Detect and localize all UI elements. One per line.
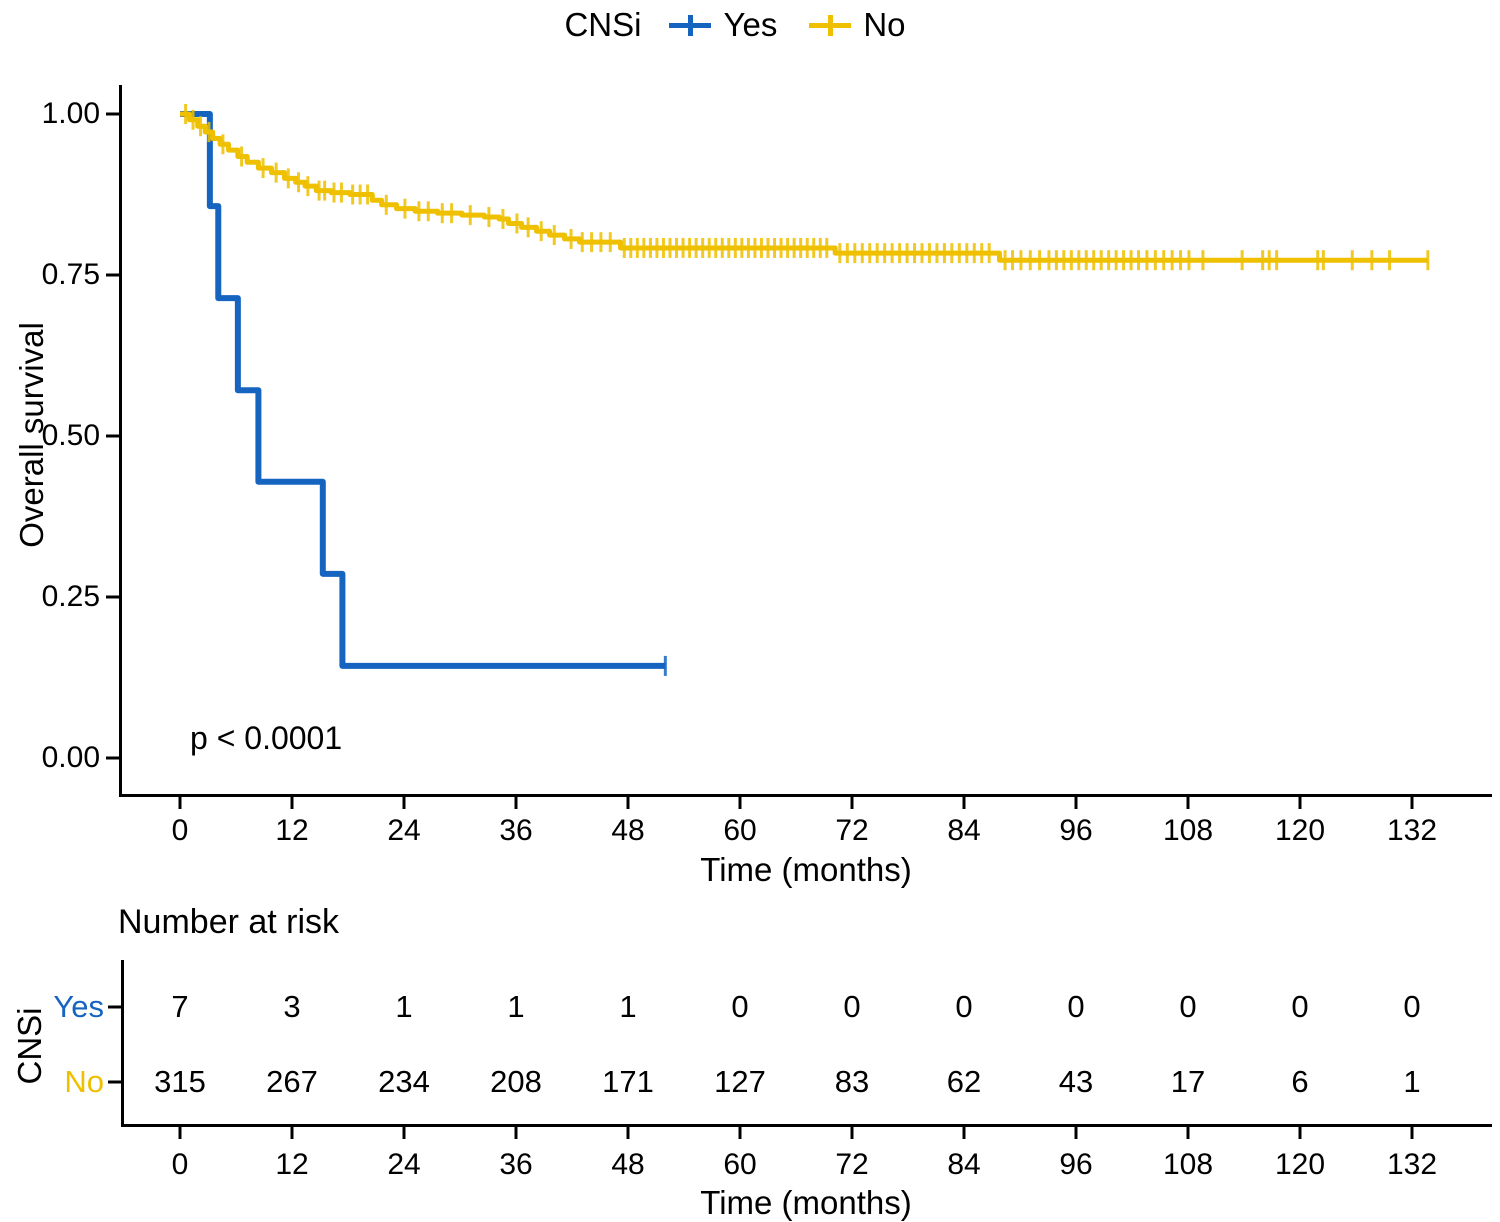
x-tick-label: 48 [611,814,645,847]
x-axis-title: Time (months) [700,851,912,888]
x-tick-label: 72 [835,814,869,847]
x-tick-label: 108 [1162,814,1214,847]
risk-count: 315 [154,1064,206,1099]
risk-row-label-no: No [64,1064,104,1099]
risk-x-tick-label: 36 [499,1148,533,1181]
risk-count: 1 [507,989,525,1024]
risk-row-label-yes: Yes [53,989,104,1024]
y-tick-label: 0.25 [41,580,100,613]
risk-x-tick-label: 96 [1059,1148,1093,1181]
risk-count: 127 [714,1064,766,1099]
risk-x-tick-label: 0 [171,1148,189,1181]
risk-count: 0 [1403,989,1421,1024]
risk-count: 267 [266,1064,318,1099]
risk-count: 1 [395,989,413,1024]
risk-count: 234 [378,1064,430,1099]
x-tick-label: 0 [171,814,189,847]
risk-count: 83 [834,1064,870,1099]
legend-label-no: No [863,6,906,43]
risk-count: 0 [955,989,973,1024]
risk-count: 1 [619,989,637,1024]
censor-plus-icon-yes [667,7,713,43]
x-tick-label: 84 [947,814,981,847]
risk-count: 171 [602,1064,654,1099]
risk-x-tick-label: 72 [835,1148,869,1181]
risk-count: 208 [490,1064,542,1099]
risk-x-tick-label: 24 [387,1148,421,1181]
p-value-annotation: p < 0.0001 [190,720,343,756]
x-tick-label: 120 [1274,814,1326,847]
y-tick-label: 1.00 [41,97,100,130]
x-tick-label: 24 [387,814,421,847]
x-tick-label: 36 [499,814,533,847]
risk-count: 3 [283,989,301,1024]
censor-plus-icon-no [807,7,853,43]
y-tick-label: 0.50 [41,419,100,452]
risk-count: 0 [731,989,749,1024]
risk-count: 6 [1291,1064,1309,1099]
risk-count: 0 [1291,989,1309,1024]
x-tick-label: 132 [1386,814,1438,847]
risk-table-heading: Number at risk [118,903,340,941]
risk-count: 62 [946,1064,982,1099]
y-tick-label: 0.75 [41,258,100,291]
risk-x-tick-label: 108 [1162,1148,1214,1181]
risk-count: 7 [171,989,189,1024]
risk-x-tick-label: 48 [611,1148,645,1181]
legend-label-yes: Yes [723,6,778,43]
risk-x-tick-label: 84 [947,1148,981,1181]
risk-count: 1 [1403,1064,1421,1099]
legend-group-label: CNSi [564,6,642,43]
risk-count: 0 [1067,989,1085,1024]
x-tick-label: 96 [1059,814,1093,847]
risk-x-tick-label: 132 [1386,1148,1438,1181]
risk-count: 43 [1058,1064,1094,1099]
x-tick-label: 12 [275,814,309,847]
legend: CNSi Yes No [0,6,1500,44]
risk-count: 0 [843,989,861,1024]
x-tick-label: 60 [723,814,757,847]
risk-x-axis-title: Time (months) [700,1184,912,1221]
risk-x-tick-label: 60 [723,1148,757,1181]
risk-x-tick-label: 120 [1274,1148,1326,1181]
legend-item-no: No [807,6,906,44]
risk-count: 0 [1179,989,1197,1024]
risk-count: 17 [1170,1064,1206,1099]
y-tick-label: 0.00 [41,741,100,774]
legend-item-yes: Yes [667,6,777,44]
risk-x-tick-label: 12 [275,1148,309,1181]
